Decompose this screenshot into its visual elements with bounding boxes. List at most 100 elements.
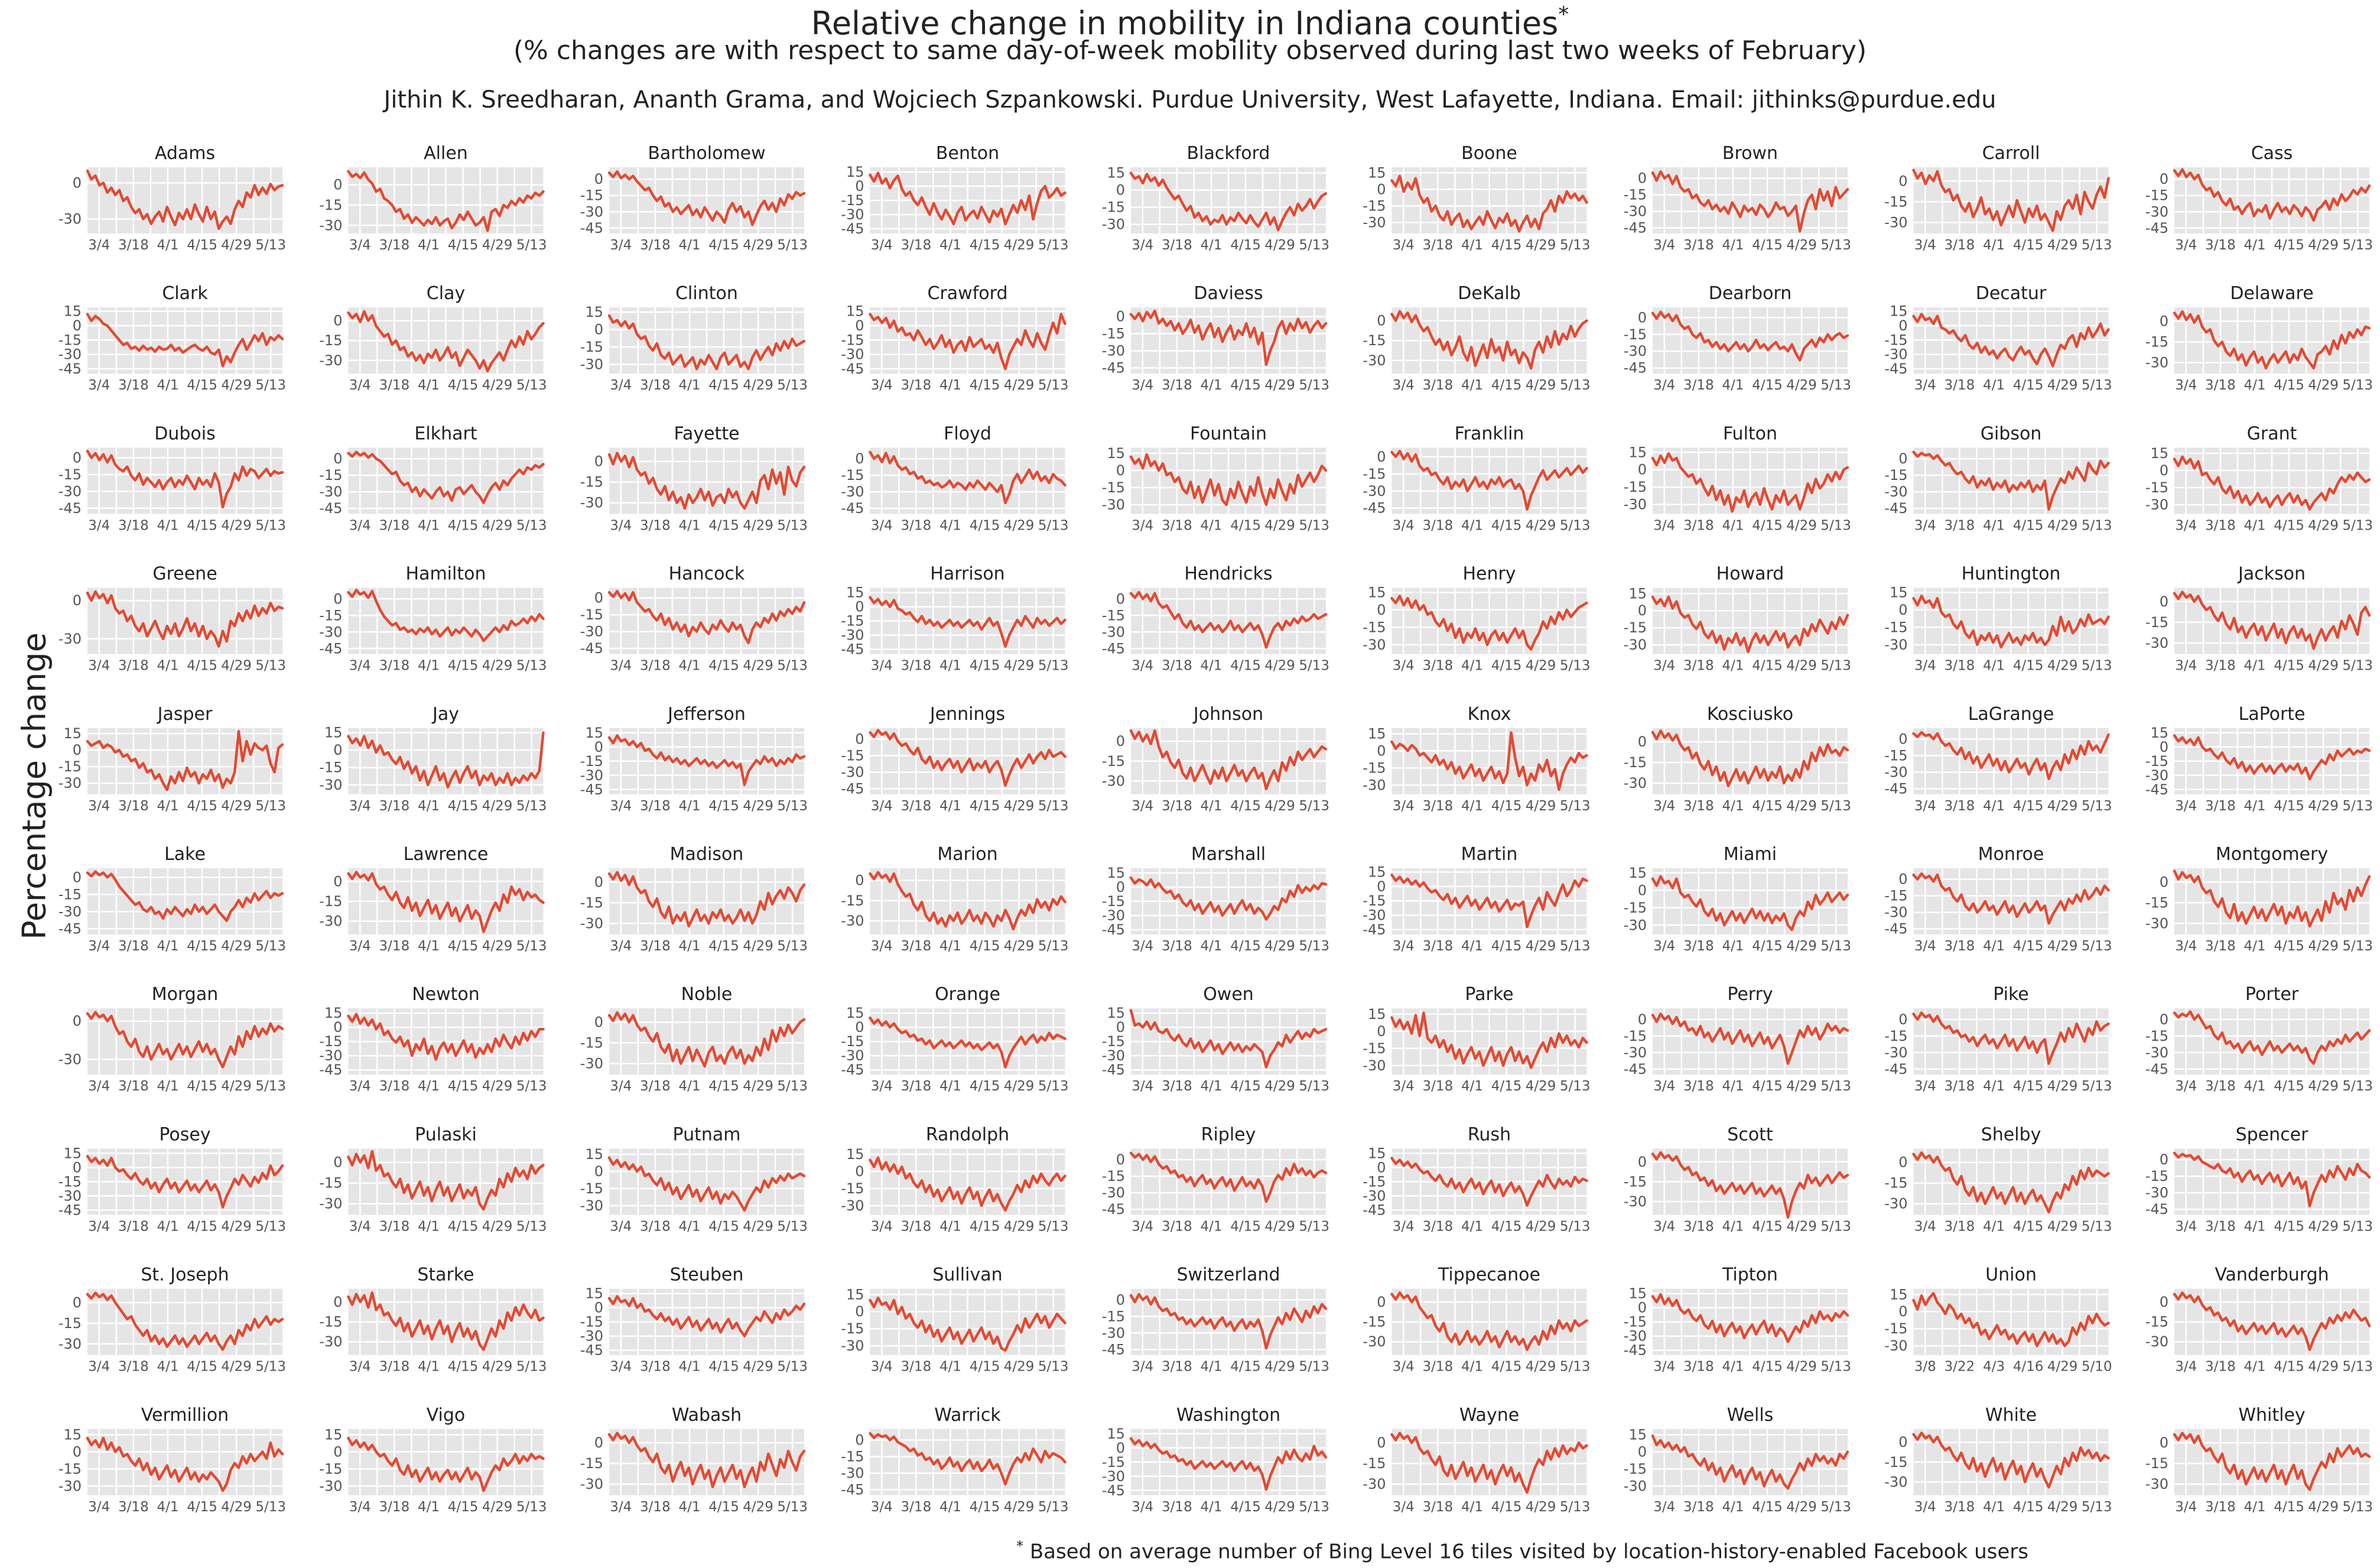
x-tick-label: 4/15	[2274, 1219, 2304, 1234]
y-tick-label: -30	[1363, 1187, 1386, 1204]
gridlines	[1913, 868, 2109, 934]
series-line-knox	[1390, 731, 1588, 791]
gridlines	[870, 1148, 1065, 1215]
x-tick-label: 4/29	[2308, 1079, 2339, 1094]
x-tick-label: 3/22	[1945, 1359, 1975, 1375]
gridlines	[348, 1148, 544, 1215]
x-tick-label: 3/18	[901, 1219, 932, 1234]
panel-washington: Washington 150-15-30-45 3/4 3/18 4/1 4/15 4/29…	[1102, 1405, 1329, 1515]
x-tick-label: 4/29	[2047, 658, 2078, 674]
x-tick-label: 3/4	[1132, 939, 1153, 954]
x-tick-label: 3/4	[871, 658, 893, 674]
x-tick-label: 3/18	[1162, 378, 1192, 393]
y-tick-label: 15	[324, 725, 343, 741]
panel-title: Knox	[1468, 704, 1511, 725]
x-tick-label: 5/13	[2342, 939, 2373, 954]
y-tick-label: -30	[2145, 496, 2168, 513]
x-tick-label: 4/15	[448, 378, 479, 393]
panel-title: Montgomery	[2216, 844, 2328, 865]
x-tick-label: 3/4	[1653, 1359, 1675, 1375]
x-tick-label: 3/18	[1945, 1499, 1975, 1515]
series-line-tipton	[1651, 1293, 1849, 1343]
gridlines	[609, 1008, 804, 1075]
x-tick-label: 4/29	[1526, 238, 1556, 253]
y-tick-label: 15	[585, 304, 603, 320]
x-tick-label: 4/29	[1004, 658, 1035, 674]
series-line-dearborn	[1651, 310, 1849, 362]
panel-fulton: Fulton 15 0-15-30 3/4 3/18 4/1 4/15 4/29 5/13	[1624, 423, 1851, 533]
y-tick-label: 0	[2160, 171, 2168, 187]
x-tick-label: 4/29	[1004, 939, 1035, 954]
series-line-randolph	[869, 1156, 1067, 1212]
y-tick-label: 0	[1898, 450, 1907, 467]
x-tick-label: 3/18	[1162, 1359, 1192, 1375]
panel-title: Fayette	[674, 423, 739, 444]
series-line-rush	[1390, 1157, 1588, 1207]
y-tick-label: -30	[1102, 216, 1125, 233]
series-line-monroe	[1912, 872, 2110, 925]
y-tick-label: -30	[1884, 904, 1907, 921]
x-tick-label: 3/18	[901, 378, 932, 393]
gridlines	[348, 1429, 544, 1495]
y-tick-label: -30	[580, 1476, 603, 1492]
y-tick-label: -45	[319, 640, 342, 657]
x-tick-label: 5/13	[777, 658, 808, 674]
series-line-hancock	[607, 590, 806, 644]
panel-starke: Starke 0 -15 -30 3/4 3/18 4/1 4/15 4/29 5/13	[319, 1265, 547, 1375]
y-tick-label: 15	[1107, 1005, 1125, 1021]
y-tick-label: 0	[594, 171, 603, 187]
y-tick-label: 0	[594, 453, 603, 470]
x-tick-label: 5/13	[255, 378, 286, 393]
x-tick-label: 5/13	[777, 798, 808, 814]
x-tick-label: 4/1	[1983, 658, 2005, 674]
x-tick-label: 5/13	[2342, 1359, 2373, 1375]
x-tick-label: 5/13	[2342, 798, 2373, 814]
y-tick-label: -30	[1624, 343, 1647, 359]
panel-lake: Lake 0-15-30-45 3/4 3/18 4/1 4/15 4/29 5/13	[58, 844, 286, 954]
x-tick-label: 5/13	[516, 378, 547, 393]
x-tick-label: 5/13	[516, 238, 547, 253]
y-tick-label: -30	[2145, 1333, 2168, 1350]
x-tick-label: 4/29	[1526, 1219, 1556, 1234]
y-tick-label: -45	[580, 781, 603, 798]
y-tick-label: 0	[594, 739, 603, 755]
x-tick-label: 5/13	[1820, 518, 1851, 533]
y-tick-label: -30	[319, 777, 342, 793]
y-tick-label: 15	[1628, 1426, 1647, 1443]
y-tick-label: 0	[1638, 882, 1647, 898]
gridlines	[1653, 728, 1848, 794]
y-tick-label: -45	[841, 361, 864, 377]
panel-spencer: Spencer 0-15-30-45 3/4 3/18 4/1 4/15 4/29 5/13	[2145, 1124, 2373, 1234]
y-tick-label: -45	[1884, 361, 1907, 377]
panel-title: Newton	[412, 984, 480, 1005]
y-tick-label: 0	[2160, 1434, 2168, 1451]
x-tick-label: 4/15	[187, 1079, 217, 1094]
y-tick-label: -45	[580, 640, 603, 657]
panel-ripley: Ripley 0-15-30-45 3/4 3/18 4/1 4/15 4/29 5/13	[1102, 1124, 1329, 1234]
panel-adams: Adams 0 -30 3/4 3/18 4/1 4/15 4/29 5/13	[58, 143, 286, 253]
x-tick-label: 5/13	[1299, 658, 1329, 674]
panel-title: Boone	[1461, 143, 1517, 164]
y-tick-label: -30	[1624, 775, 1647, 791]
panel-title: Tippecanoe	[1438, 1265, 1540, 1285]
y-tick-label: -30	[1363, 637, 1386, 653]
x-tick-label: 3/4	[88, 378, 110, 393]
x-tick-label: 5/13	[1299, 1219, 1329, 1234]
x-tick-label: 4/15	[2013, 658, 2044, 674]
y-tick-label: -15	[580, 606, 603, 623]
panel-title: Morgan	[152, 984, 219, 1005]
panel-boone: Boone 150-15-30 3/4 3/18 4/1 4/15 4/29 5/13	[1363, 143, 1590, 253]
panel-title: Clark	[162, 283, 208, 304]
series-line-pike	[1912, 1011, 2110, 1065]
x-tick-label: 3/4	[88, 238, 110, 253]
x-tick-label: 4/29	[743, 939, 773, 954]
y-tick-label: -15	[580, 894, 603, 911]
series-line-blackford	[1129, 171, 1328, 232]
panel-title: Jefferson	[666, 704, 746, 725]
y-tick-label: 15	[1628, 1285, 1647, 1302]
y-tick-label: -15	[1102, 1033, 1125, 1050]
x-tick-label: 4/15	[970, 798, 1000, 814]
series-line-owen	[1129, 1009, 1328, 1069]
y-tick-label: -15	[2145, 1455, 2168, 1472]
x-tick-label: 4/29	[1526, 1499, 1556, 1515]
